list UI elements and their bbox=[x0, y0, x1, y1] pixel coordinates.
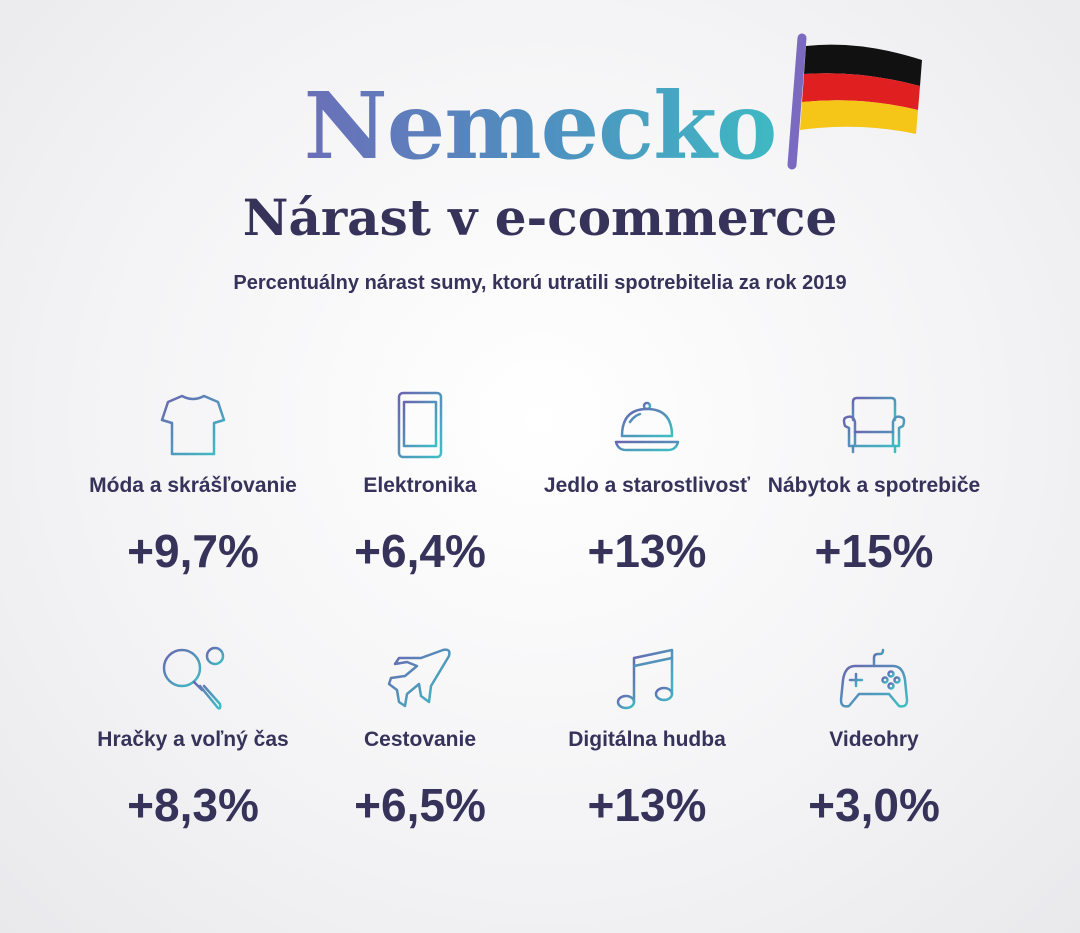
item-value: +15% bbox=[814, 525, 934, 577]
item-value: +8,3% bbox=[127, 779, 259, 831]
item: Digitálna hudba +13% bbox=[517, 644, 777, 832]
item: Jedlo a starostlivosť +13% bbox=[517, 390, 777, 578]
icon-music bbox=[616, 648, 674, 710]
description: Percentuálny nárast sumy, ktorú utratili… bbox=[233, 272, 847, 294]
item-label: Videohry bbox=[829, 728, 919, 751]
item-value: +6,4% bbox=[354, 525, 486, 577]
flag bbox=[787, 33, 922, 170]
item-value: +13% bbox=[587, 779, 707, 831]
title: Nemecko bbox=[0, 72, 1080, 180]
icon-plane bbox=[387, 648, 451, 708]
icon-armchair bbox=[842, 396, 906, 454]
item-value: +13% bbox=[587, 525, 707, 577]
subtitle: Nárast v e-commerce bbox=[242, 188, 838, 247]
icon-food bbox=[614, 401, 680, 452]
item-value: +6,5% bbox=[354, 779, 486, 831]
icon-tablet bbox=[397, 391, 443, 459]
item-label: Digitálna hudba bbox=[568, 728, 726, 751]
item: Nábytok a spotrebiče +15% bbox=[744, 390, 1004, 578]
icon-gamepad bbox=[839, 648, 909, 708]
item-value: +9,7% bbox=[127, 525, 259, 577]
item-label: Nábytok a spotrebiče bbox=[767, 474, 981, 497]
item: Videohry +3,0% bbox=[744, 644, 1004, 832]
item-label: Jedlo a starostlivosť bbox=[543, 474, 751, 497]
icon-shirt bbox=[160, 394, 226, 456]
item-label: Elektronika bbox=[363, 474, 477, 497]
title-text: Nemecko bbox=[303, 72, 778, 180]
item: Elektronika +6,4% bbox=[290, 390, 550, 578]
item-label: Móda a skrášľovanie bbox=[89, 474, 297, 497]
item-label: Cestovanie bbox=[363, 728, 477, 751]
item: Móda a skrášľovanie +9,7% bbox=[63, 390, 323, 578]
item: Cestovanie +6,5% bbox=[290, 644, 550, 832]
icon-racket bbox=[162, 646, 225, 710]
item: Hračky a voľný čas +8,3% bbox=[63, 644, 323, 832]
item-value: +3,0% bbox=[808, 779, 940, 831]
item-label: Hračky a voľný čas bbox=[97, 728, 289, 751]
